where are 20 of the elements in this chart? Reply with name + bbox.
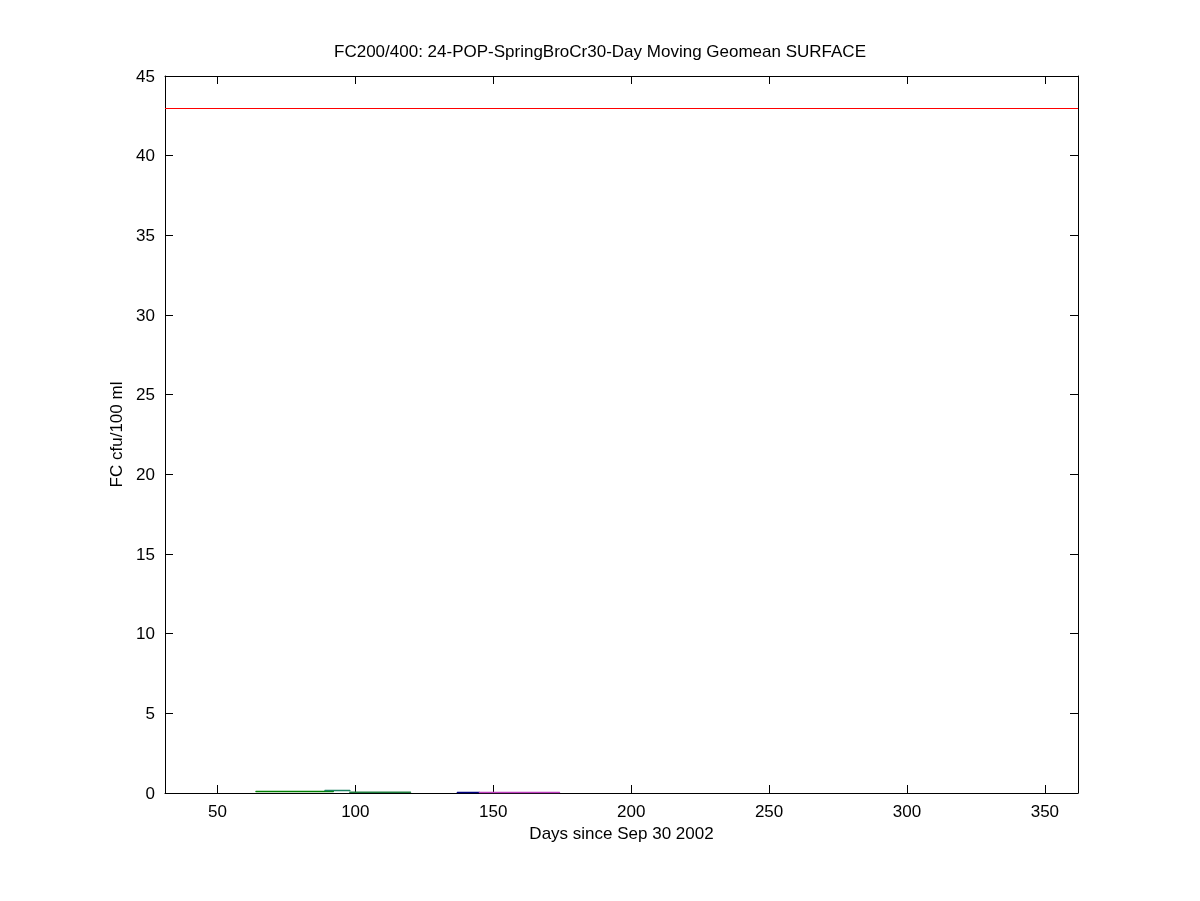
x-axis-title: Days since Sep 30 2002 xyxy=(529,823,714,843)
y-tick-label: 25 xyxy=(136,385,155,405)
x-tick-label: 50 xyxy=(207,802,227,821)
x-tick-label: 300 xyxy=(892,802,922,821)
y-tick-label: 40 xyxy=(136,146,155,166)
x-tick-label: 150 xyxy=(479,802,508,821)
y-tick-label: 45 xyxy=(136,66,155,86)
y-tick-label: 0 xyxy=(145,783,155,803)
y-tick-label: 20 xyxy=(136,464,155,484)
x-tick-label: 100 xyxy=(341,802,370,821)
y-tick-label: 15 xyxy=(136,544,155,564)
y-tick-label: 10 xyxy=(136,624,155,644)
y-tick-label: 35 xyxy=(136,225,155,245)
y-tick-label: 30 xyxy=(136,305,155,325)
x-tick-label: 250 xyxy=(754,802,784,821)
y-axis-title: FC cfu/100 ml xyxy=(107,381,126,488)
x-tick-label: 200 xyxy=(616,802,646,821)
chart-title: FC200/400: 24-POP-SpringBroCr30-Day Moving Geomean SURFACE xyxy=(334,42,866,61)
y-tick-label: 5 xyxy=(145,703,155,723)
x-tick-label: 350 xyxy=(1030,802,1060,821)
